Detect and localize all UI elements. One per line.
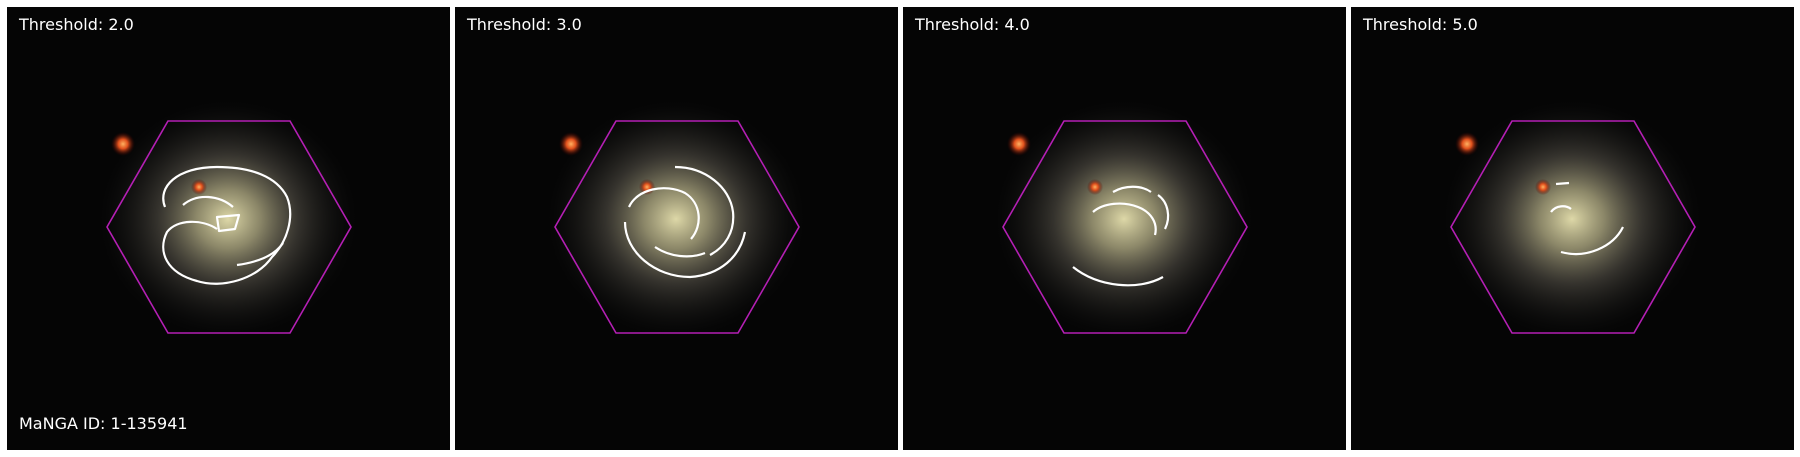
arm-contours [623, 165, 747, 279]
foreground-star [111, 132, 135, 156]
threshold-label: Threshold: 2.0 [19, 15, 134, 34]
galaxy-image [996, 101, 1252, 337]
galaxy-glow [100, 101, 356, 337]
galaxy-image [548, 101, 804, 337]
ifu-hexagon [1002, 120, 1248, 334]
ifu-hexagon [554, 120, 800, 334]
arm-contours [162, 165, 292, 285]
foreground-star [191, 179, 207, 195]
arm-contours [1550, 181, 1624, 256]
foreground-star [1007, 132, 1031, 156]
panel-threshold-2: Threshold: 2.0 MaNGA ID: 1-135941 [7, 7, 450, 450]
ifu-hexagon [106, 120, 352, 334]
foreground-star [1455, 132, 1479, 156]
panel-threshold-4: Threshold: 4.0 [903, 7, 1346, 450]
panel-threshold-3: Threshold: 3.0 [455, 7, 898, 450]
panel-threshold-5: Threshold: 5.0 [1351, 7, 1794, 450]
threshold-label: Threshold: 4.0 [915, 15, 1030, 34]
foreground-star [559, 132, 583, 156]
galaxy-image [100, 101, 356, 337]
threshold-label: Threshold: 3.0 [467, 15, 582, 34]
foreground-star [1535, 179, 1551, 195]
foreground-star [1087, 179, 1103, 195]
galaxy-glow [996, 101, 1252, 337]
arm-contours [1072, 185, 1170, 287]
threshold-label: Threshold: 5.0 [1363, 15, 1478, 34]
galaxy-image [1444, 101, 1700, 337]
galaxy-glow [1444, 101, 1700, 337]
manga-id-label: MaNGA ID: 1-135941 [19, 414, 188, 433]
ifu-hexagon [1450, 120, 1696, 334]
galaxy-glow [548, 101, 804, 337]
